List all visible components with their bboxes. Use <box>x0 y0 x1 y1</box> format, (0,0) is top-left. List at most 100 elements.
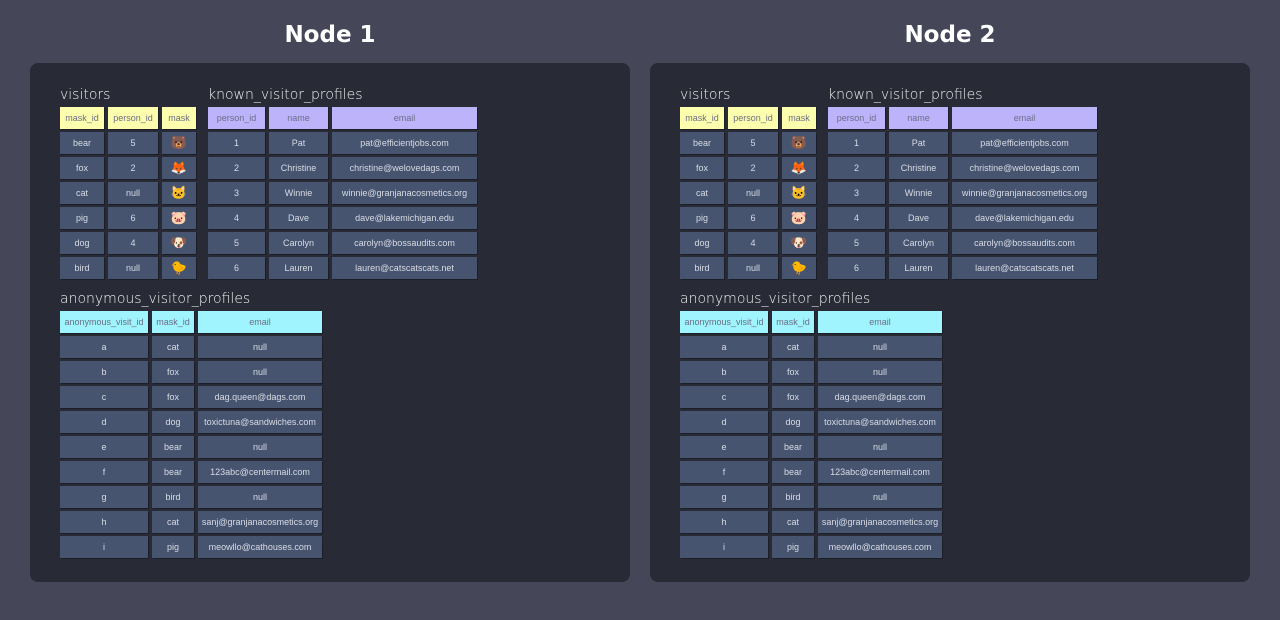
table-cell: dog <box>772 411 814 433</box>
column-header: mask_id <box>152 311 194 333</box>
table-cell: bear <box>152 461 194 483</box>
table-row: b fox null <box>680 361 942 383</box>
table-cell: null <box>818 336 942 358</box>
table-cell: 5 <box>108 132 158 154</box>
column-header: anonymous_visit_id <box>680 311 768 333</box>
table-cell: 2 <box>208 157 265 179</box>
table-cell: 2 <box>728 157 778 179</box>
table-row: pig 6 🐷 <box>680 207 816 229</box>
mask-emoji-icon: 🐻 <box>162 132 196 154</box>
table-cell: 1 <box>208 132 265 154</box>
table-cell: e <box>60 436 148 458</box>
table-cell: g <box>60 486 148 508</box>
table-cell: bear <box>152 436 194 458</box>
table-row: d dog toxictuna@sandwiches.com <box>680 411 942 433</box>
column-header: email <box>818 311 942 333</box>
table-cell: dog <box>680 232 724 254</box>
node-2-panel: visitors mask_id person_id mask bear 5 🐻 fox 2 🦊 c… <box>650 63 1250 582</box>
table-cell: b <box>60 361 148 383</box>
table-cell: fox <box>772 386 814 408</box>
table-cell: 2 <box>108 157 158 179</box>
table-cell: Carolyn <box>889 232 948 254</box>
mask-emoji-icon: 🐶 <box>782 232 816 254</box>
mask-emoji-icon: 🐱 <box>162 182 196 204</box>
column-header: mask <box>782 107 816 129</box>
table-row: 2 Christine christine@welovedags.com <box>208 157 477 179</box>
table-row: 4 Dave dave@lakemichigan.edu <box>828 207 1097 229</box>
table-cell: 6 <box>208 257 265 279</box>
table-row: c fox dag.queen@dags.com <box>680 386 942 408</box>
table-cell: fox <box>680 157 724 179</box>
table-cell: f <box>60 461 148 483</box>
node-1-panel: visitors mask_id person_id mask bear 5 🐻 fox 2 🦊 c… <box>30 63 630 582</box>
table-cell: dave@lakemichigan.edu <box>332 207 477 229</box>
table-cell: null <box>198 486 322 508</box>
table-row: cat null 🐱 <box>680 182 816 204</box>
column-header: person_id <box>828 107 885 129</box>
table-cell: null <box>198 361 322 383</box>
table-cell: winnie@granjanacosmetics.org <box>332 182 477 204</box>
table-row: 1 Pat pat@efficientjobs.com <box>208 132 477 154</box>
column-header: anonymous_visit_id <box>60 311 148 333</box>
table-cell: cat <box>60 182 104 204</box>
table-cell: 123abc@centermail.com <box>198 461 322 483</box>
table-cell: a <box>680 336 768 358</box>
table-cell: carolyn@bossaudits.com <box>952 232 1097 254</box>
table-cell: fox <box>772 361 814 383</box>
table-cell: 6 <box>828 257 885 279</box>
mask-emoji-icon: 🐤 <box>782 257 816 279</box>
table-anonymous-visitor-profiles: anonymous_visitor_profiles anonymous_visi… <box>680 291 942 561</box>
table-cell: fox <box>152 361 194 383</box>
mask-emoji-icon: 🐷 <box>782 207 816 229</box>
table-row: b fox null <box>60 361 322 383</box>
table-cell: carolyn@bossaudits.com <box>332 232 477 254</box>
table-cell: meowllo@cathouses.com <box>198 536 322 558</box>
table-cell: lauren@catscatscats.net <box>952 257 1097 279</box>
table-cell: null <box>818 486 942 508</box>
table-cell: bird <box>680 257 724 279</box>
table-cell: Lauren <box>889 257 948 279</box>
table-cell: 3 <box>208 182 265 204</box>
table-cell: e <box>680 436 768 458</box>
table-cell: null <box>818 436 942 458</box>
table-row: 3 Winnie winnie@granjanacosmetics.org <box>828 182 1097 204</box>
node-title: Node 2 <box>904 22 996 48</box>
table-cell: fox <box>152 386 194 408</box>
table-title: anonymous_visitor_profiles <box>60 291 251 307</box>
table-row: 6 Lauren lauren@catscatscats.net <box>828 257 1097 279</box>
table-title: known_visitor_profiles <box>828 87 983 103</box>
table-cell: cat <box>680 182 724 204</box>
table-cell: Winnie <box>889 182 948 204</box>
table-cell: cat <box>772 336 814 358</box>
table-row: 1 Pat pat@efficientjobs.com <box>828 132 1097 154</box>
node-title: Node 1 <box>284 22 376 48</box>
table-cell: d <box>60 411 148 433</box>
table-row: bird null 🐤 <box>680 257 816 279</box>
table-cell: 4 <box>108 232 158 254</box>
table-cell: pig <box>680 207 724 229</box>
table-row: e bear null <box>60 436 322 458</box>
table-cell: pat@efficientjobs.com <box>332 132 477 154</box>
table-known-visitor-profiles: known_visitor_profiles person_id name email… <box>828 87 1097 282</box>
table-cell: cat <box>772 511 814 533</box>
table-cell: d <box>680 411 768 433</box>
table-cell: sanj@granjanacosmetics.org <box>198 511 322 533</box>
table-cell: h <box>680 511 768 533</box>
mask-emoji-icon: 🦊 <box>162 157 196 179</box>
table-cell: null <box>818 361 942 383</box>
table-row: g bird null <box>680 486 942 508</box>
table-cell: sanj@granjanacosmetics.org <box>818 511 942 533</box>
table-cell: b <box>680 361 768 383</box>
table-cell: null <box>728 257 778 279</box>
table-header-row: mask_id person_id mask <box>60 107 196 129</box>
table-cell: cat <box>152 336 194 358</box>
column-header: email <box>952 107 1097 129</box>
table-title: anonymous_visitor_profiles <box>680 291 871 307</box>
table-cell: 2 <box>828 157 885 179</box>
table-cell: Christine <box>269 157 328 179</box>
table-cell: Pat <box>269 132 328 154</box>
table-cell: dag.queen@dags.com <box>198 386 322 408</box>
table-cell: bear <box>772 461 814 483</box>
column-header: person_id <box>728 107 778 129</box>
table-title: known_visitor_profiles <box>208 87 363 103</box>
